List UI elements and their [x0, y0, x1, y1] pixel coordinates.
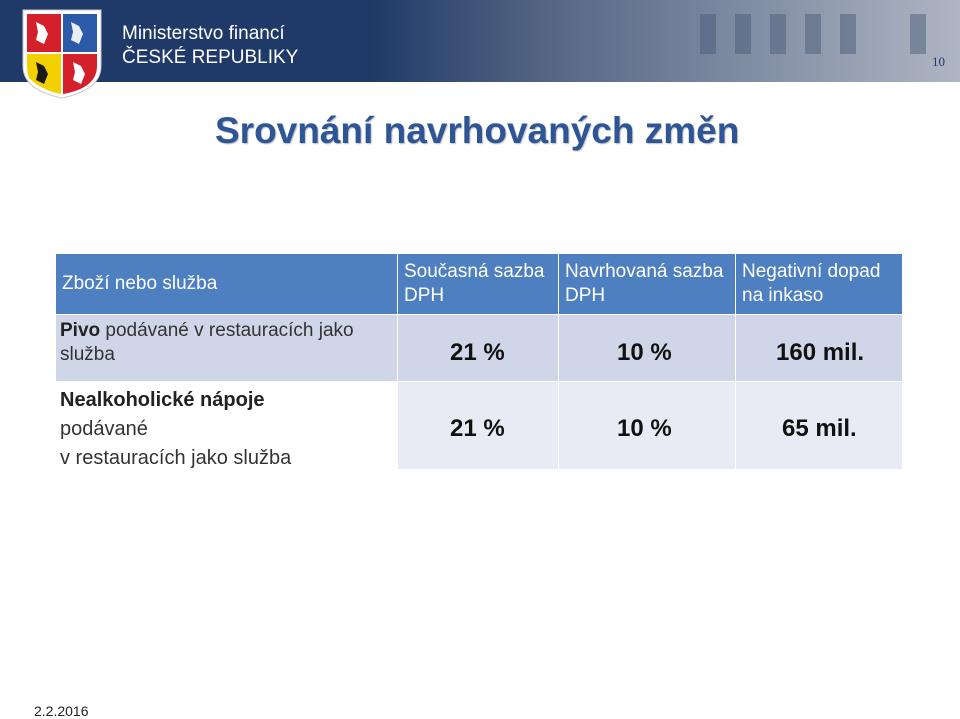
row-item-rest: podávané v restauracích jako služba [60, 320, 354, 365]
ministry-name-line2: ČESKÉ REPUBLIKY [122, 47, 299, 68]
row-item-line2: podávané [60, 418, 148, 440]
negative-impact-value: 65 mil. [782, 415, 857, 442]
cell-negative-impact: 160 mil. [736, 315, 902, 381]
ministry-name: Ministerstvo financí ČESKÉ REPUBLIKY [122, 22, 298, 70]
current-rate-value: 21 % [450, 415, 505, 442]
header-cell-proposed-rate: Navrhovaná sazba DPH [559, 254, 735, 314]
building-window [805, 14, 821, 54]
row-item-label: Nealkoholické nápoje podávané v restaura… [56, 382, 397, 469]
slide-title: Srovnání navrhovaných změn [215, 110, 740, 151]
negative-impact-value: 160 mil. [776, 339, 865, 366]
cell-negative-impact: 65 mil. [736, 382, 902, 469]
header-cell-negative-impact: Negativní dopad na inkaso [736, 254, 902, 314]
table-row: Pivo podávané v restauracích jako služba… [56, 315, 902, 381]
proposed-rate-value: 10 % [617, 415, 672, 442]
proposed-rate-value: 10 % [617, 339, 672, 366]
building-window [770, 14, 786, 54]
header-band [0, 0, 960, 82]
cell-current-rate: 21 % [398, 382, 558, 469]
header-cell-current-rate: Současná sazba DPH [398, 254, 558, 314]
table-header-row: Zboží nebo služba Současná sazba DPH Nav… [56, 254, 902, 314]
row-item-bold: Pivo [60, 320, 101, 341]
slide-number: 10 [932, 54, 945, 69]
ministry-name-line1: Ministerstvo financí [122, 23, 285, 44]
building-window [840, 14, 856, 54]
table-row: Nealkoholické nápoje podávané v restaura… [56, 382, 902, 469]
building-window [910, 14, 926, 54]
row-item-bold: Nealkoholické nápoje [60, 389, 265, 411]
footer-date: 2.2.2016 [34, 703, 89, 719]
row-item-label: Pivo podávané v restauracích jako služba [56, 315, 397, 381]
header-cell-item: Zboží nebo služba [56, 254, 397, 314]
building-window [735, 14, 751, 54]
state-coat-of-arms-icon [22, 9, 102, 99]
row-item-line3: v restauracích jako služba [60, 447, 292, 469]
cell-current-rate: 21 % [398, 315, 558, 381]
header-building-photo [370, 0, 960, 82]
current-rate-value: 21 % [450, 339, 505, 366]
cell-proposed-rate: 10 % [559, 315, 735, 381]
cell-proposed-rate: 10 % [559, 382, 735, 469]
building-window [700, 14, 716, 54]
